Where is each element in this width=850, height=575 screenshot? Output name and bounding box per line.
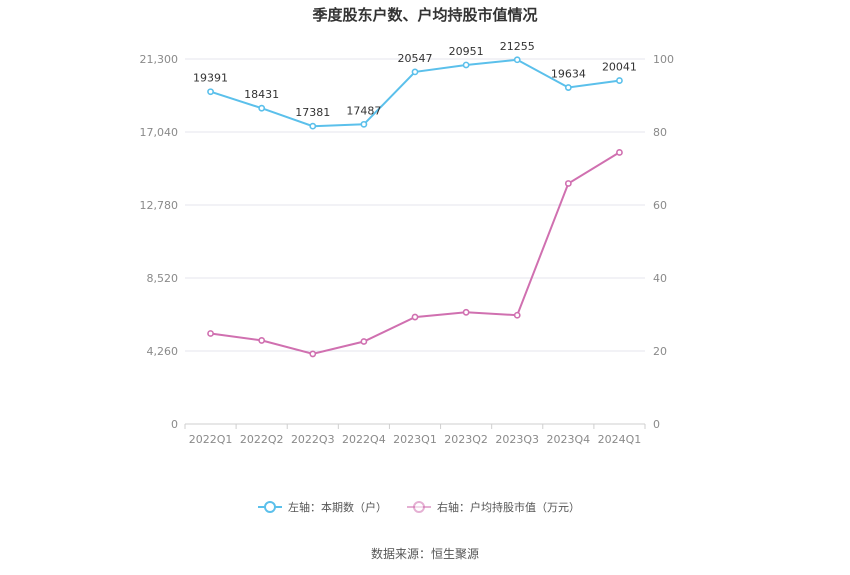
data-point bbox=[360, 338, 368, 345]
data-label: 17381 bbox=[295, 106, 330, 119]
y-left-tick-label: 12,780 bbox=[140, 199, 179, 212]
data-point bbox=[411, 313, 419, 321]
axes: 0 4,260 8,520 12,780 17,040 21,300 0 20 40 60 80 10… bbox=[140, 53, 675, 446]
legend-label: 右轴：户均持股市值（万元） bbox=[437, 500, 580, 514]
y-right-tick-label: 80 bbox=[653, 126, 667, 139]
data-point bbox=[462, 61, 470, 69]
y-right-tick-label: 100 bbox=[653, 53, 674, 66]
data-point bbox=[564, 180, 572, 187]
data-label: 19391 bbox=[193, 72, 228, 85]
data-point bbox=[513, 311, 521, 319]
legend-marker bbox=[264, 501, 276, 513]
legend: 左轴：本期数（户） 右轴：户均持股市值（万元） bbox=[258, 500, 580, 514]
data-point bbox=[258, 337, 266, 344]
data-point bbox=[616, 77, 623, 84]
grid-lines bbox=[185, 58, 645, 352]
data-label: 21255 bbox=[500, 40, 535, 53]
series-line-2 bbox=[210, 151, 620, 355]
y-right-tick-label: 60 bbox=[653, 199, 667, 212]
y-right-tick-label: 0 bbox=[653, 418, 660, 431]
x-tick-label: 2022Q2 bbox=[240, 433, 284, 446]
x-tick-label: 2022Q4 bbox=[342, 433, 386, 446]
source-note: 数据来源：恒生聚源 bbox=[371, 546, 479, 561]
y-right-tick-label: 20 bbox=[653, 345, 667, 358]
x-tick-label: 2023Q3 bbox=[495, 433, 539, 446]
series-layer: 19391 18431 17381 17487 20547 20951 21255 19634… bbox=[193, 40, 637, 358]
data-point bbox=[309, 122, 317, 130]
data-point bbox=[207, 88, 214, 96]
data-point bbox=[207, 330, 214, 337]
y-left-tick-label: 17,040 bbox=[140, 126, 179, 139]
data-label: 17487 bbox=[346, 104, 381, 117]
data-point bbox=[616, 149, 623, 156]
data-label: 20951 bbox=[449, 45, 484, 58]
x-tick-label: 2023Q1 bbox=[393, 433, 437, 446]
data-point bbox=[462, 308, 470, 316]
data-label: 18431 bbox=[244, 88, 279, 101]
legend-marker bbox=[413, 501, 425, 513]
data-point bbox=[309, 350, 317, 358]
x-tick-label: 2023Q4 bbox=[547, 433, 591, 446]
data-point bbox=[360, 120, 368, 128]
y-left-tick-label: 8,520 bbox=[147, 272, 179, 285]
x-tick-label: 2022Q3 bbox=[291, 433, 335, 446]
data-point bbox=[258, 104, 266, 112]
data-label: 19634 bbox=[551, 68, 586, 81]
legend-label: 左轴：本期数（户） bbox=[288, 500, 387, 514]
data-label: 20547 bbox=[398, 52, 433, 65]
y-left-tick-label: 4,260 bbox=[147, 345, 179, 358]
x-tick-label: 2024Q1 bbox=[598, 433, 642, 446]
data-point bbox=[411, 68, 419, 76]
data-label: 20041 bbox=[602, 61, 637, 74]
chart-title: 季度股东户数、户均持股市值情况 bbox=[312, 6, 537, 24]
y-left-tick-label: 21,300 bbox=[140, 53, 179, 66]
data-point bbox=[513, 56, 521, 64]
y-right-tick-label: 40 bbox=[653, 272, 667, 285]
x-tick-label: 2022Q1 bbox=[189, 433, 233, 446]
y-left-tick-label: 0 bbox=[171, 418, 178, 431]
x-tick-label: 2023Q2 bbox=[444, 433, 488, 446]
data-point bbox=[564, 84, 572, 91]
